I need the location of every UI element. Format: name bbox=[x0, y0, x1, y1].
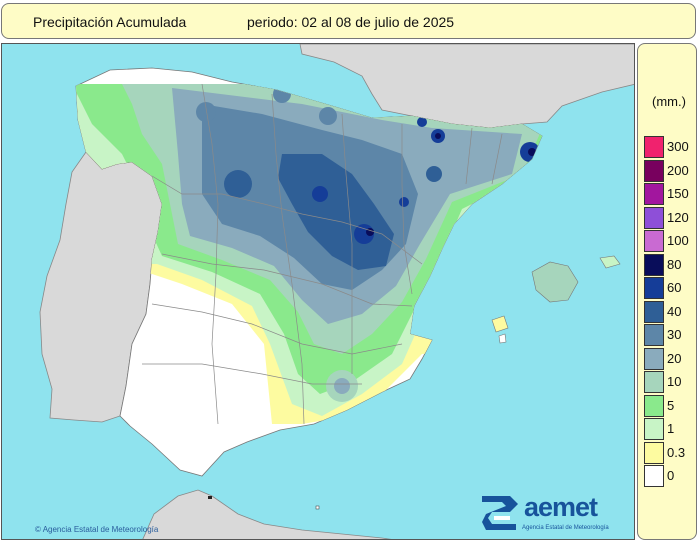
legend-swatch-0 bbox=[644, 465, 664, 487]
legend-label-40: 40 bbox=[667, 303, 682, 319]
legend-label-60: 60 bbox=[667, 280, 682, 295]
aemet-subtitle: Agencia Estatal de Meteorología bbox=[522, 525, 609, 531]
map-canvas bbox=[39, 44, 634, 539]
legend-label-300: 300 bbox=[667, 139, 689, 154]
morocco-landmass bbox=[142, 489, 392, 539]
ceuta-marker bbox=[208, 496, 212, 499]
legend-unit: (mm.) bbox=[652, 94, 686, 109]
legend-swatch-1 bbox=[644, 418, 664, 440]
copyright-symbol: © bbox=[35, 525, 41, 534]
legend-swatch-40 bbox=[644, 300, 664, 323]
aemet-logo: aemet Agencia Estatal de Meteorología bbox=[480, 492, 616, 539]
legend-label-0.3: 0.3 bbox=[667, 444, 686, 460]
precipitation-map: © Agencia Estatal de Meteorología aemet … bbox=[1, 43, 635, 540]
legend-swatch-60 bbox=[644, 277, 664, 299]
legend-swatch-5 bbox=[644, 394, 664, 417]
legend-swatch-100 bbox=[644, 230, 664, 252]
legend-label-20: 20 bbox=[667, 350, 682, 366]
legend-swatch-30 bbox=[644, 324, 664, 346]
legend-label-200: 200 bbox=[667, 162, 689, 178]
legend-label-120: 120 bbox=[667, 209, 689, 225]
copyright-text: © Agencia Estatal de Meteorología bbox=[35, 525, 158, 534]
map-title: Precipitación Acumulada bbox=[33, 14, 187, 30]
legend-swatch-20 bbox=[644, 347, 664, 370]
legend-label-1: 1 bbox=[667, 421, 675, 436]
legend-label-30: 30 bbox=[667, 327, 682, 342]
legend-swatch-300 bbox=[644, 136, 664, 158]
legend-swatch-200 bbox=[644, 159, 664, 182]
legend: (mm.) 300 200 150 120 100 80 60 40 30 20 10 5 1 0.3 0 bbox=[637, 43, 697, 540]
melilla-marker bbox=[315, 505, 320, 510]
copyright-agency: Agencia Estatal de Meteorología bbox=[42, 525, 159, 534]
legend-swatch-0.3 bbox=[644, 441, 664, 464]
legend-swatch-10 bbox=[644, 371, 664, 393]
legend-label-150: 150 bbox=[667, 186, 689, 201]
title-bar: Precipitación Acumulada periodo: 02 al 0… bbox=[1, 3, 696, 39]
aemet-spiral-icon bbox=[482, 496, 518, 530]
legend-swatch-80 bbox=[644, 253, 664, 276]
legend-swatch-120 bbox=[644, 206, 664, 229]
legend-label-80: 80 bbox=[667, 256, 682, 272]
legend-label-10: 10 bbox=[667, 374, 682, 389]
legend-label-5: 5 bbox=[667, 397, 675, 413]
balearic-islands bbox=[491, 255, 621, 344]
aemet-wordmark: aemet bbox=[524, 492, 598, 522]
province-boundaries bbox=[142, 83, 503, 425]
legend-label-0: 0 bbox=[667, 468, 675, 483]
map-period: periodo: 02 al 08 de julio de 2025 bbox=[247, 14, 455, 30]
legend-swatch-150 bbox=[644, 183, 664, 205]
legend-label-100: 100 bbox=[667, 233, 689, 248]
